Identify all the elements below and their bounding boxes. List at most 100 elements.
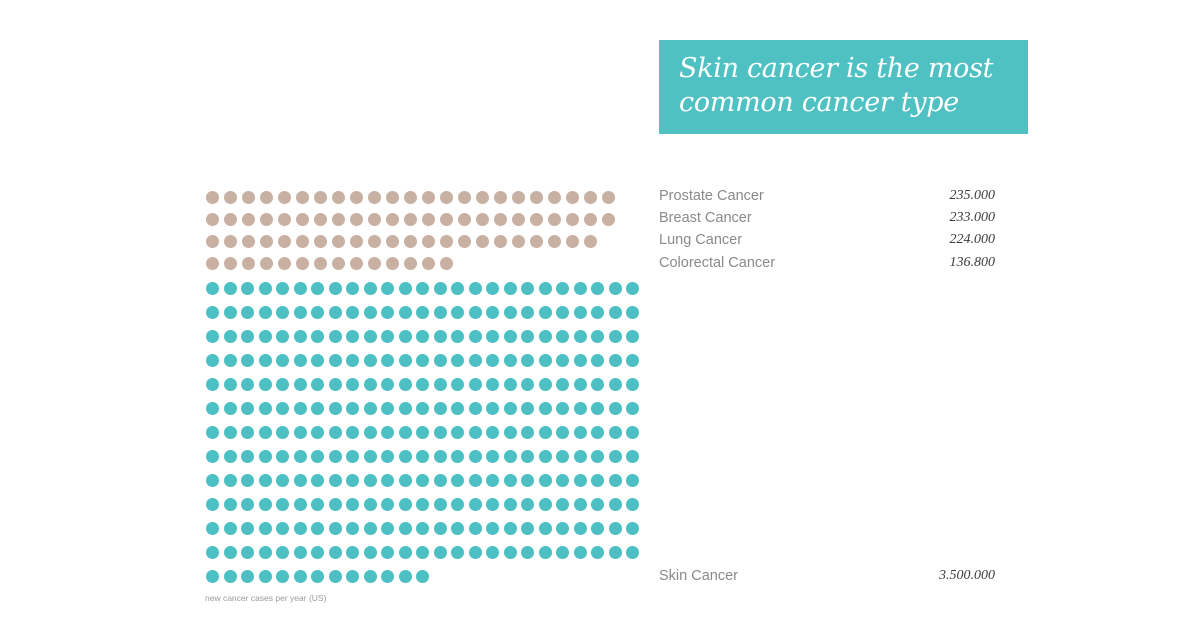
skin-cancer-dot <box>521 378 534 391</box>
other-cancer-dot <box>386 235 399 248</box>
skin-cancer-dot <box>591 450 604 463</box>
skin-cancer-dot <box>486 402 499 415</box>
skin-cancer-dot <box>381 426 394 439</box>
skin-cancer-dot <box>258 402 272 415</box>
skin-cancer-dot <box>538 522 552 535</box>
skin-cancer-dot <box>486 378 499 391</box>
other-cancer-dot <box>422 257 435 270</box>
skin-cancer-dot <box>556 402 569 415</box>
legend-value: 233.000 <box>949 210 996 225</box>
skin-cancer-dot <box>276 354 289 367</box>
skin-cancer-dot <box>293 378 307 391</box>
other-cancer-dot <box>494 235 507 248</box>
skin-cancer-dot <box>276 546 289 559</box>
skin-cancer-dot <box>573 450 587 463</box>
other-cancer-dot <box>278 191 291 204</box>
skin-cancer-dot <box>521 354 534 367</box>
skin-cancer-dot <box>346 570 359 583</box>
skin-cancer-dot <box>398 498 412 511</box>
skin-cancer-dot <box>556 426 569 439</box>
other-cancer-dot <box>278 235 291 248</box>
skin-cancer-dot <box>206 402 219 415</box>
skin-cancer-dot <box>556 522 569 535</box>
skin-cancer-dot <box>451 426 464 439</box>
other-cancer-dot <box>332 213 345 226</box>
skin-cancer-dot <box>503 546 517 559</box>
other-cancer-dot <box>440 235 453 248</box>
skin-cancer-dot <box>258 522 272 535</box>
skin-cancer-dot <box>486 330 499 343</box>
skin-cancer-dot <box>293 282 307 295</box>
other-cancer-dot <box>350 191 363 204</box>
skin-cancer-dot <box>486 282 499 295</box>
skin-cancer-dot <box>608 330 622 343</box>
skin-cancer-dot <box>346 426 359 439</box>
skin-cancer-dot <box>503 426 517 439</box>
other-cancer-dot <box>296 213 309 226</box>
other-cancer-dot <box>206 191 219 204</box>
skin-cancer-dot <box>363 306 377 319</box>
skin-cancer-dot <box>608 522 622 535</box>
skin-cancer-dot <box>486 498 499 511</box>
skin-cancer-dot <box>433 330 447 343</box>
skin-cancer-dot <box>468 498 482 511</box>
skin-cancer-dot <box>311 354 324 367</box>
skin-cancer-dot <box>223 354 237 367</box>
skin-cancer-dot <box>626 426 639 439</box>
other-cancer-dot <box>242 191 255 204</box>
other-cancer-dot <box>332 257 345 270</box>
skin-cancer-dot <box>293 570 307 583</box>
skin-cancer-dot <box>206 498 219 511</box>
skin-cancer-dot <box>346 522 359 535</box>
skin-cancer-dot <box>346 450 359 463</box>
skin-cancer-dot <box>538 426 552 439</box>
other-cancer-dot <box>530 235 543 248</box>
skin-cancer-dot <box>468 426 482 439</box>
skin-cancer-dot <box>468 474 482 487</box>
skin-cancer-dot <box>468 330 482 343</box>
skin-cancer-dot <box>591 354 604 367</box>
skin-cancer-dot <box>311 570 324 583</box>
skin-cancer-dot <box>486 354 499 367</box>
skin-cancer-dot <box>573 354 587 367</box>
skin-cancer-dot <box>258 546 272 559</box>
skin-cancer-dot <box>591 498 604 511</box>
skin-cancer-dot <box>503 450 517 463</box>
other-cancer-dot <box>368 191 381 204</box>
skin-cancer-dot <box>573 330 587 343</box>
skin-cancer-dot <box>433 402 447 415</box>
legend-value: 235.000 <box>949 188 996 203</box>
skin-cancer-dot <box>486 306 499 319</box>
skin-cancer-dot <box>346 306 359 319</box>
skin-cancer-dot <box>328 546 342 559</box>
other-cancer-dot <box>404 235 417 248</box>
other-cancer-dot <box>476 191 489 204</box>
other-cancer-dot <box>512 213 525 226</box>
other-cancer-dot <box>584 235 597 248</box>
skin-cancer-dot <box>591 330 604 343</box>
legend-row: Prostate Cancer 235.000 <box>659 188 995 208</box>
skin-cancer-dot <box>381 474 394 487</box>
skin-cancer-dot <box>206 306 219 319</box>
other-cancer-dot <box>422 191 435 204</box>
skin-cancer-dot <box>241 570 254 583</box>
other-cancer-dot <box>512 191 525 204</box>
other-cancer-dot <box>548 235 561 248</box>
other-cancer-dot <box>260 257 273 270</box>
skin-cancer-dot <box>206 330 219 343</box>
skin-cancer-dot <box>206 378 219 391</box>
other-cancer-dot <box>332 235 345 248</box>
skin-cancer-dot <box>416 426 429 439</box>
skin-cancer-dot <box>556 282 569 295</box>
skin-cancer-dot <box>328 354 342 367</box>
skin-cancer-dot <box>311 522 324 535</box>
skin-cancer-dot <box>573 402 587 415</box>
skin-cancer-dot <box>433 498 447 511</box>
other-cancer-dot <box>386 213 399 226</box>
skin-cancer-dot <box>241 354 254 367</box>
other-cancer-dot <box>386 191 399 204</box>
skin-cancer-dot <box>223 306 237 319</box>
skin-cancer-dot <box>258 450 272 463</box>
skin-cancer-dot <box>416 522 429 535</box>
skin-cancer-dot <box>468 378 482 391</box>
